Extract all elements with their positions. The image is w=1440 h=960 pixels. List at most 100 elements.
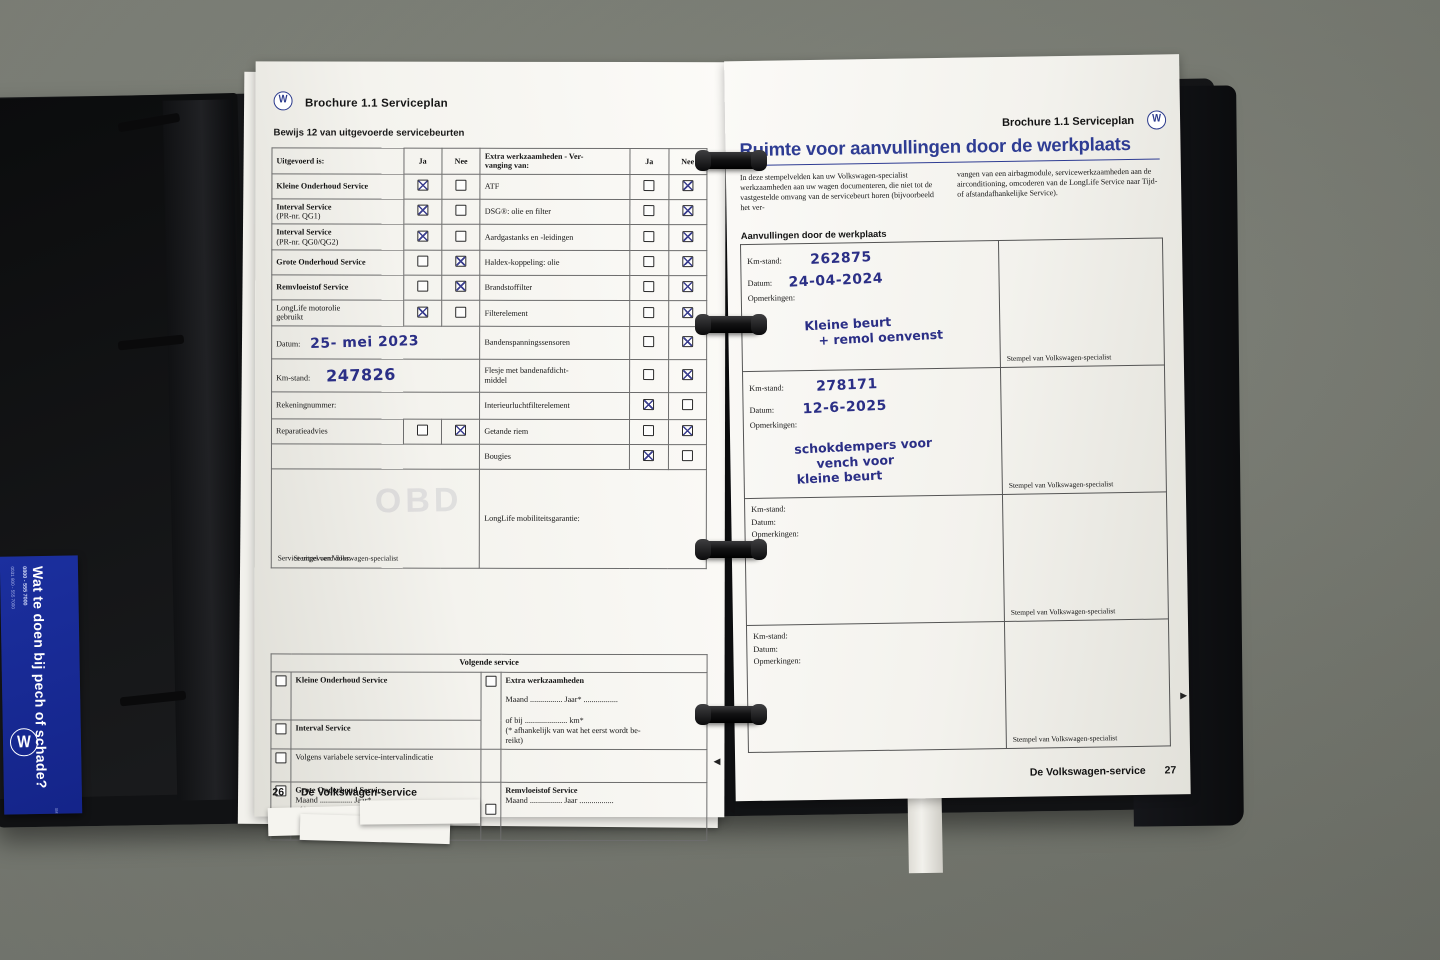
row-label-kleine-onderhoud: Kleine Onderhoud Service — [271, 173, 404, 199]
checkbox-icon — [485, 675, 497, 687]
table-row: Kleine Onderhoud Service ATF — [271, 173, 707, 200]
checkbox-reparatieadvies-ja[interactable] — [402, 418, 442, 444]
signature-block-left[interactable]: Service uitgevoerd door: Stempel van Vol… — [271, 468, 480, 569]
checkbox-bandenspanning-ja[interactable] — [629, 326, 669, 360]
field-kmstand[interactable]: Km-stand: 247826 — [271, 358, 481, 393]
checkbox-remvloeistof-ja[interactable] — [403, 275, 442, 301]
checkbox-brandstoffilter-nee[interactable] — [668, 275, 707, 301]
entry-3-fields[interactable]: Km-stand: Datum: Opmerkingen: — [744, 494, 1005, 626]
checkbox-next-variabel[interactable] — [270, 748, 291, 782]
checkbox-icon — [417, 230, 429, 242]
checkbox-icon — [681, 369, 693, 381]
workshop-additions-table: Km-stand: 262875 Datum: 24-04-2024 Opmer… — [740, 237, 1171, 753]
insert-card-title: Wat te doen bij pech of schade? — [29, 565, 50, 789]
checkbox-next-remvloeistof[interactable] — [480, 782, 501, 840]
entry-1-datum-value: 24-04-2024 — [787, 270, 884, 291]
checkbox-longlife-olie-ja[interactable] — [403, 300, 442, 326]
checkbox-icon — [643, 450, 655, 462]
checkbox-icon — [643, 425, 655, 437]
entry-4-stamp-area[interactable]: Stempel van Volkswagen-specialist — [1004, 618, 1171, 749]
checkbox-interval-qg1-nee[interactable] — [441, 198, 481, 225]
checkbox-flesje-ja[interactable] — [629, 359, 669, 393]
table-header-row: Uitgevoerd is: Ja Nee Extra werkzaamhede… — [271, 147, 707, 175]
table-row: Interval Service (PR-nr. QG1) DSG®: olie… — [271, 198, 707, 225]
checkbox-bougies-nee[interactable] — [667, 444, 707, 470]
checkbox-getande-riem-ja[interactable] — [629, 419, 669, 445]
signature-row: Service uitgevoerd door: Stempel van Vol… — [271, 468, 707, 569]
checkbox-flesje-nee[interactable] — [668, 359, 707, 393]
next-extra-line-4: (* afhankelijk van wat het eerst wordt b… — [505, 725, 641, 735]
table-row: Rekeningnummer: Interieurluchtfilterelem… — [271, 391, 707, 420]
field-datum[interactable]: Datum: 25- mei 2023 — [271, 325, 481, 360]
checkbox-icon — [643, 336, 655, 348]
table-row: LongLife motorolie gebruikt Filterelemen… — [271, 299, 707, 327]
checkbox-getande-riem-nee[interactable] — [668, 419, 707, 445]
entry-1-stamp-area[interactable]: Stempel van Volkswagen-specialist — [998, 237, 1165, 368]
row-label-haldex: Haldex-koppeling: olie — [480, 250, 630, 276]
spacer-cell — [500, 749, 707, 783]
row-label-interval-qg0: Interval Service (PR-nr. QG0/QG2) — [271, 224, 404, 251]
checkbox-kleine-onderhoud-ja[interactable] — [403, 173, 442, 199]
left-page-brand-label: Brochure 1.1 Serviceplan — [304, 97, 448, 110]
checkbox-icon — [643, 231, 655, 243]
row-label-main: Interval Service — [276, 227, 332, 237]
checkbox-grote-onderhoud-ja[interactable] — [403, 250, 442, 276]
checkbox-reparatieadvies-nee[interactable] — [441, 418, 480, 445]
checkbox-grote-onderhoud-nee[interactable] — [441, 250, 481, 276]
row-label-atf: ATF — [480, 173, 631, 200]
next-extra-line-3: of bij ..................... km* — [505, 715, 584, 725]
checkbox-aardgastanks-ja[interactable] — [629, 224, 669, 251]
entry-1-fields[interactable]: Km-stand: 262875 Datum: 24-04-2024 Opmer… — [740, 240, 1001, 372]
next-remvloeistof-cell: Remvloeistof Service Maand .............… — [500, 782, 707, 841]
checkbox-remvloeistof-nee[interactable] — [441, 275, 481, 301]
insert-card-phone-intl: 0031 800 - 555 7000 — [9, 566, 16, 609]
row-label-main: LongLife motorolie — [276, 303, 341, 313]
checkbox-next-kleine-onderhoud[interactable] — [270, 671, 292, 720]
field-rekeningnummer[interactable]: Rekeningnummer: — [271, 391, 480, 420]
right-page-section-label: Aanvullingen door de werkplaats — [740, 228, 887, 242]
checkbox-atf-ja[interactable] — [629, 174, 669, 200]
checkbox-filterelement-ja[interactable] — [629, 300, 669, 327]
checkbox-icon — [417, 179, 429, 191]
checkbox-icon — [416, 281, 428, 293]
insert-card-roadside[interactable]: Wat te doen bij pech of schade? 0800 - 5… — [0, 555, 83, 815]
checkbox-dsg-nee[interactable] — [668, 199, 707, 225]
checkbox-interval-qg0-nee[interactable] — [441, 224, 481, 251]
checkbox-haldex-ja[interactable] — [629, 250, 669, 276]
checkbox-next-interval[interactable] — [270, 719, 291, 749]
field-rekeningnummer-label: Rekeningnummer: — [276, 400, 337, 410]
entry-2-fields[interactable]: Km-stand: 278171 Datum: 12-6-2025 Opmerk… — [742, 367, 1003, 499]
page-turn-arrow-left[interactable]: ◀ — [713, 756, 721, 767]
row-label-remvloeistof: Remvloeistof Service — [271, 274, 404, 301]
checkbox-brandstoffilter-ja[interactable] — [629, 275, 669, 301]
row-label-interieurluchtfilter: Interieurluchtfilterelement — [479, 392, 630, 420]
stamp-label: Stempel van Volkswagen-specialist — [1008, 479, 1114, 490]
header-nee-left: Nee — [441, 148, 481, 174]
checkbox-haldex-nee[interactable] — [668, 250, 707, 276]
intro-column-right: vangen van een airbagmodule, servicewerk… — [956, 166, 1158, 199]
checkbox-interieurluchtfilter-ja[interactable] — [629, 392, 669, 420]
checkbox-atf-nee[interactable] — [668, 174, 707, 200]
checkbox-icon — [643, 205, 655, 217]
entry-2-datum-label: Datum: — [749, 405, 775, 415]
checkbox-longlife-olie-nee[interactable] — [441, 300, 481, 327]
checkbox-interval-qg0-ja[interactable] — [403, 224, 442, 251]
checkbox-interval-qg1-ja[interactable] — [403, 198, 442, 225]
entry-3-stamp-area[interactable]: Stempel van Volkswagen-specialist — [1002, 491, 1169, 622]
entry-2-stamp-area[interactable]: Stempel van Volkswagen-specialist — [1000, 364, 1167, 495]
checkbox-next-extra-werk[interactable] — [480, 671, 502, 750]
page-turn-arrow-right[interactable]: ▶ — [1180, 690, 1188, 701]
signature-block-right[interactable]: LongLife mobiliteitsgarantie: — [479, 469, 707, 569]
left-page-footer-text: De Volkswagen-service — [300, 786, 417, 799]
checkbox-icon — [485, 804, 497, 816]
checkbox-icon — [455, 306, 467, 318]
checkbox-interieurluchtfilter-nee[interactable] — [668, 392, 707, 420]
field-kmstand-label: Km-stand: — [276, 372, 311, 382]
checkbox-bougies-ja[interactable] — [629, 444, 669, 470]
checkbox-dsg-ja[interactable] — [629, 199, 669, 225]
checkbox-aardgastanks-nee[interactable] — [668, 224, 707, 251]
next-label-remvloeistof: Remvloeistof Service — [505, 785, 578, 795]
checkbox-kleine-onderhoud-nee[interactable] — [441, 173, 481, 199]
entry-4-fields[interactable]: Km-stand: Datum: Opmerkingen: — [746, 621, 1007, 753]
